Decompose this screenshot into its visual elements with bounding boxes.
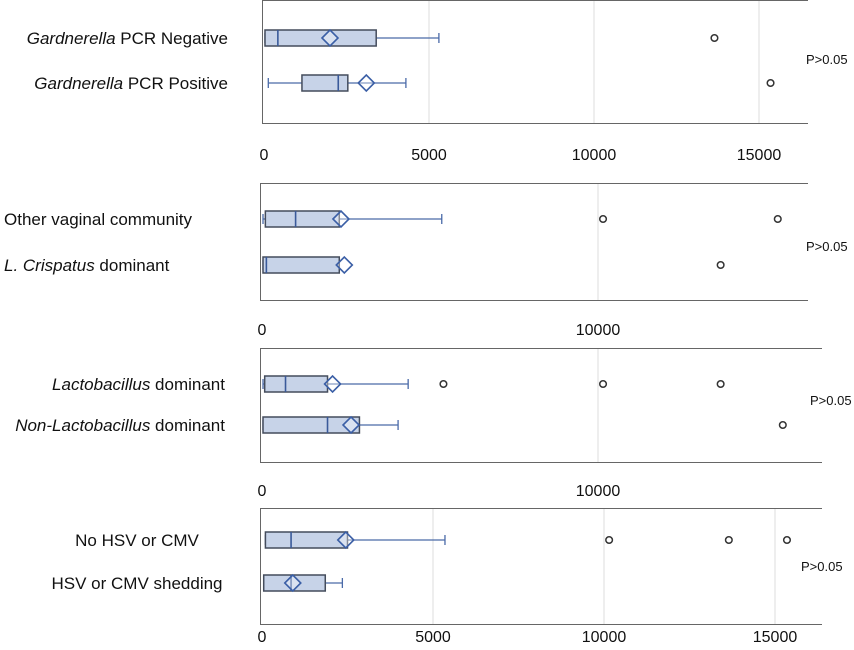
iqr-box [264, 210, 341, 228]
mean-marker [357, 73, 376, 93]
group-label: No HSV or CMV [75, 531, 199, 550]
group-label-italic: Lactobacillus [52, 375, 151, 394]
x-tick-label: 10000 [572, 147, 617, 164]
mean-marker [341, 415, 361, 435]
x-tick-label: 0 [258, 322, 267, 339]
iqr-box [264, 531, 349, 549]
panel-2: 0 10000 P>0.05 Other vaginal community L. Cr… [4, 183, 848, 339]
group-label-text: dominant [95, 256, 170, 275]
outlier-point [773, 214, 782, 224]
box-group-1: Gardnerella PCR Negative [27, 28, 719, 48]
x-tick-label: 15000 [753, 629, 798, 646]
outlier-point [724, 535, 733, 545]
x-tick-label: 10000 [582, 629, 627, 646]
outlier-point [598, 214, 608, 224]
group-label-italic: Non-Lactobacillus [15, 416, 151, 435]
mean-marker [335, 255, 354, 275]
outlier-point [778, 420, 787, 430]
box-group-1: Other vaginal community [4, 209, 782, 229]
mean-marker [323, 374, 342, 394]
outlier-point [766, 78, 775, 88]
group-label-italic: Gardnerella [34, 74, 123, 93]
x-tick-label: 10000 [576, 483, 621, 500]
outlier-point [605, 535, 614, 545]
box-group-1: No HSV or CMV [75, 530, 792, 550]
x-tick-label: 15000 [737, 147, 782, 164]
iqr-box [301, 74, 349, 92]
group-label-text: No HSV or CMV [75, 531, 199, 550]
x-tick-label: 5000 [415, 629, 451, 646]
outlier-point [710, 33, 719, 43]
outlier-point [598, 379, 608, 389]
group-label: Lactobacillus dominant [52, 375, 225, 394]
group-label: L. Crispatus dominant [4, 256, 170, 275]
group-label-text: dominant [150, 416, 225, 435]
outlier-point [782, 535, 792, 545]
iqr-box [264, 29, 377, 47]
outlier-point [439, 379, 448, 389]
outlier-point [716, 379, 725, 389]
mean-marker [336, 530, 355, 550]
iqr-box [262, 256, 341, 274]
box-group-2: Non-Lactobacillus dominant [15, 415, 787, 435]
p-value-label: P>0.05 [801, 559, 843, 574]
panel-1: 0 5000 10000 15000 P>0.05 Gardnerella PCR Neg… [27, 0, 848, 164]
iqr-box [262, 574, 327, 592]
x-tick-label: 0 [258, 629, 267, 646]
mean-marker [320, 28, 340, 48]
box-group-2: HSV or CMV shedding [51, 573, 344, 593]
group-label-text: PCR Positive [123, 74, 228, 93]
x-tick-label: 0 [260, 147, 269, 164]
group-label-text: Other vaginal community [4, 210, 193, 229]
x-tick-label: 0 [258, 483, 267, 500]
group-label: HSV or CMV shedding [51, 574, 222, 593]
group-label-text: HSV or CMV shedding [51, 574, 222, 593]
p-value-label: P>0.05 [806, 52, 848, 67]
panel-4: 0 5000 10000 15000 P>0.05 No HSV or CMV HSV or… [51, 508, 843, 646]
mean-marker [331, 209, 351, 229]
box-group-1: Lactobacillus dominant [52, 374, 725, 394]
group-label: Non-Lactobacillus dominant [15, 416, 225, 435]
group-label-italic: L. Crispatus [4, 256, 95, 275]
p-value-label: P>0.05 [810, 393, 852, 408]
x-tick-label: 5000 [411, 147, 447, 164]
group-label: Other vaginal community [4, 210, 193, 229]
group-label-text: PCR Negative [116, 29, 228, 48]
group-label-italic: Gardnerella [27, 29, 116, 48]
group-label-text: dominant [150, 375, 225, 394]
box-group-2: L. Crispatus dominant [4, 255, 725, 275]
outlier-point [716, 260, 725, 270]
p-value-label: P>0.05 [806, 239, 848, 254]
group-label: Gardnerella PCR Negative [27, 29, 228, 48]
group-label: Gardnerella PCR Positive [34, 74, 228, 93]
iqr-box [263, 375, 329, 393]
box-group-2: Gardnerella PCR Positive [34, 73, 775, 93]
x-tick-label: 10000 [576, 322, 621, 339]
mean-marker [283, 573, 302, 593]
